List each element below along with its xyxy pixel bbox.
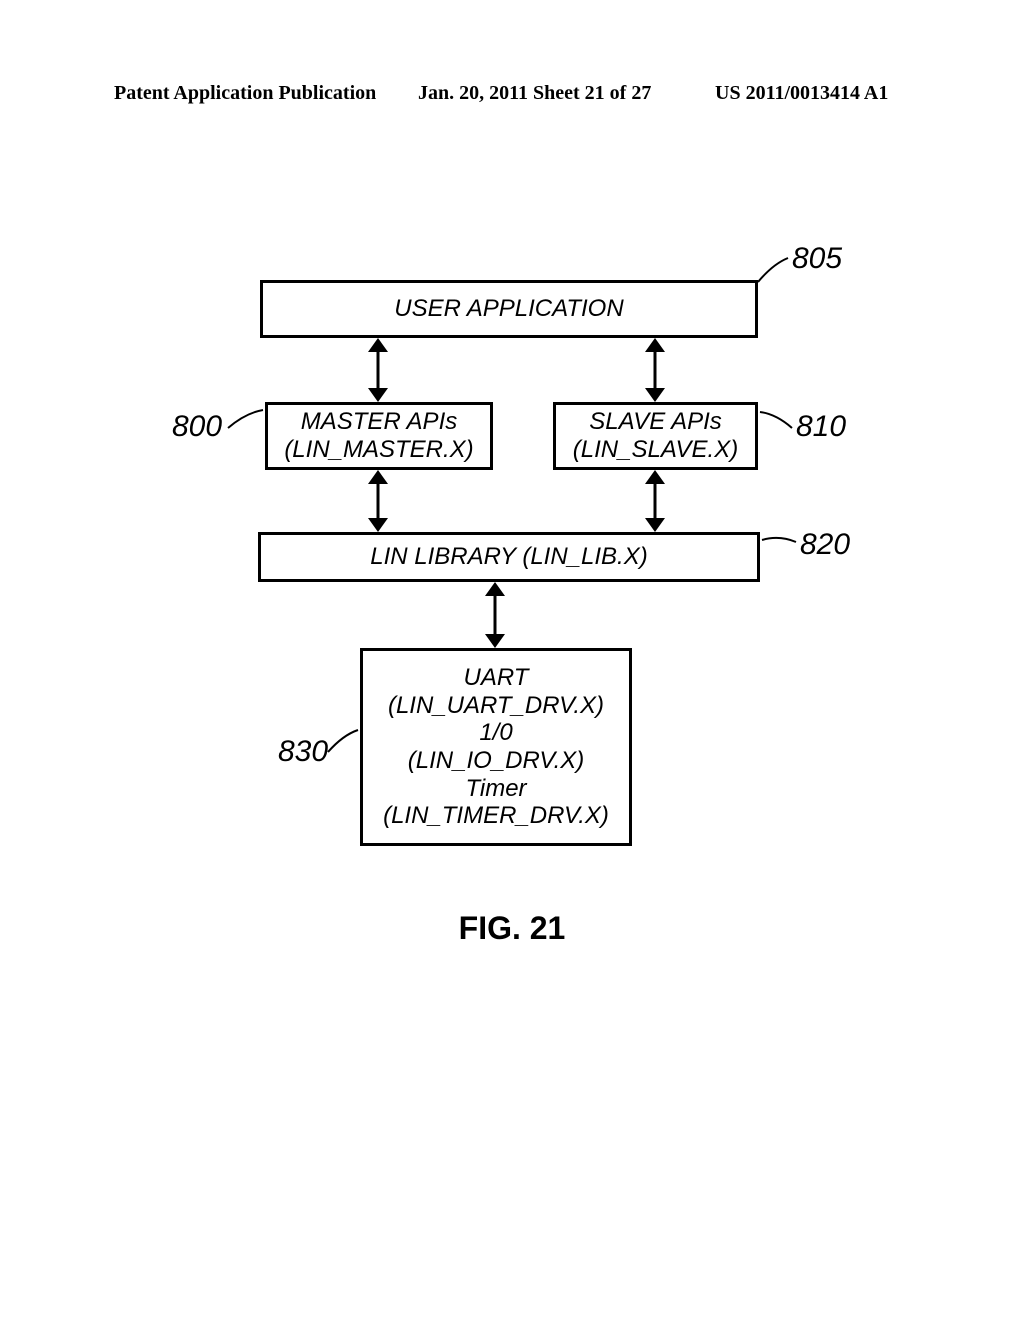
- header-right: US 2011/0013414 A1: [715, 82, 888, 105]
- figure-caption: FIG. 21: [0, 910, 1024, 947]
- connectors-svg: [0, 230, 1024, 930]
- header-left: Patent Application Publication: [114, 82, 376, 105]
- block-diagram: USER APPLICATION MASTER APIs(LIN_MASTER.…: [0, 280, 1024, 980]
- header-middle: Jan. 20, 2011 Sheet 21 of 27: [418, 82, 651, 105]
